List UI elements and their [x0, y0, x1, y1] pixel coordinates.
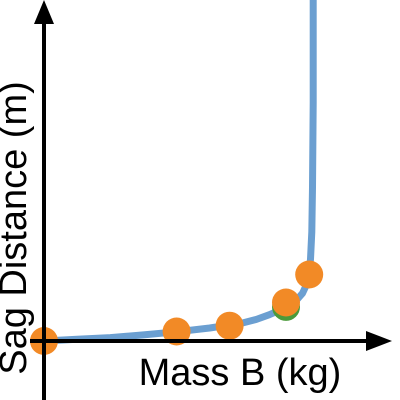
- data-point-2-1: [162, 317, 191, 346]
- x-axis-arrow: [366, 331, 392, 351]
- y-axis-label: Sag Distance (m): [0, 81, 35, 375]
- data-point-2-3: [272, 288, 300, 317]
- series-curve-line: [40, 0, 317, 345]
- data-point-2-4: [295, 260, 324, 289]
- data-point-2-2: [215, 311, 244, 340]
- x-axis-label: Mass B (kg): [139, 352, 342, 394]
- y-axis-arrow: [34, 0, 54, 24]
- series-layer: [30, 0, 324, 355]
